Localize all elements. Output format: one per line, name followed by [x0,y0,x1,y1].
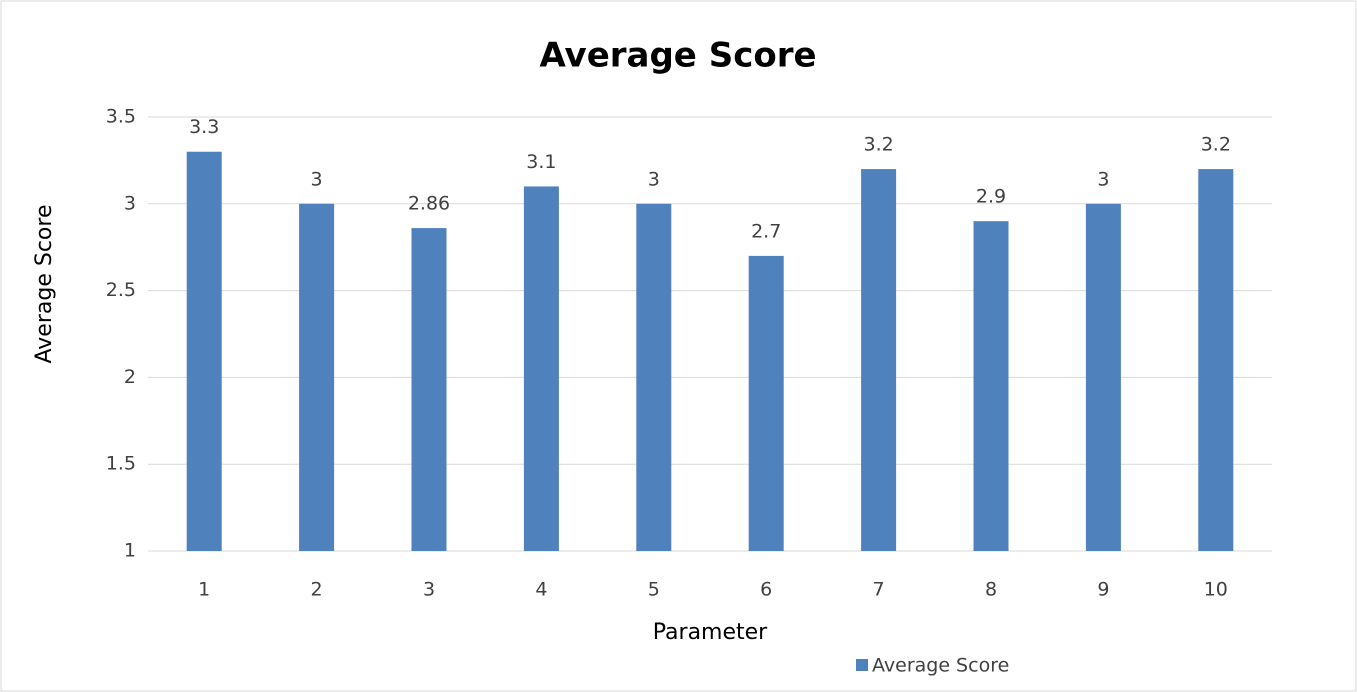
legend-label: Average Score [872,655,1009,677]
data-label: 3.2 [863,134,893,156]
y-tick-label: 1.5 [106,453,136,475]
y-tick-label: 2 [124,366,136,388]
data-label: 3 [648,168,660,190]
y-axis-title: Average Score [32,205,57,364]
data-label: 3.3 [189,116,219,138]
x-tick-label: 4 [535,579,547,601]
bar [411,228,447,551]
legend-swatch [856,659,868,671]
x-tick-label: 8 [985,579,997,601]
x-tick-label: 9 [1097,579,1109,601]
x-tick-label: 2 [311,579,323,601]
y-tick-label: 2.5 [106,279,136,301]
x-tick-label: 7 [873,579,885,601]
data-label: 2.9 [976,186,1006,208]
bar [973,221,1009,551]
bar [523,186,559,551]
bar [299,203,335,552]
data-label: 2.86 [408,193,450,215]
bar [861,169,897,551]
x-tick-label: 10 [1204,579,1228,601]
data-label: 3 [311,168,323,190]
data-label: 3.1 [526,151,556,173]
y-tick-label: 3.5 [106,106,136,128]
bar [1198,169,1234,551]
x-tick-label: 3 [423,579,435,601]
bar [186,151,222,551]
data-label: 3 [1097,168,1109,190]
chart-title: Average Score [539,36,816,76]
x-axis-title: Parameter [653,620,768,645]
data-label: 2.7 [751,220,781,242]
x-tick-label: 6 [760,579,772,601]
bar [1085,203,1121,552]
x-tick-label: 5 [648,579,660,601]
bar [748,255,784,551]
x-tick-label: 1 [198,579,210,601]
data-label: 3.2 [1201,134,1231,156]
y-tick-label: 3 [124,192,136,214]
bar [636,203,672,552]
y-tick-label: 1 [124,540,136,562]
